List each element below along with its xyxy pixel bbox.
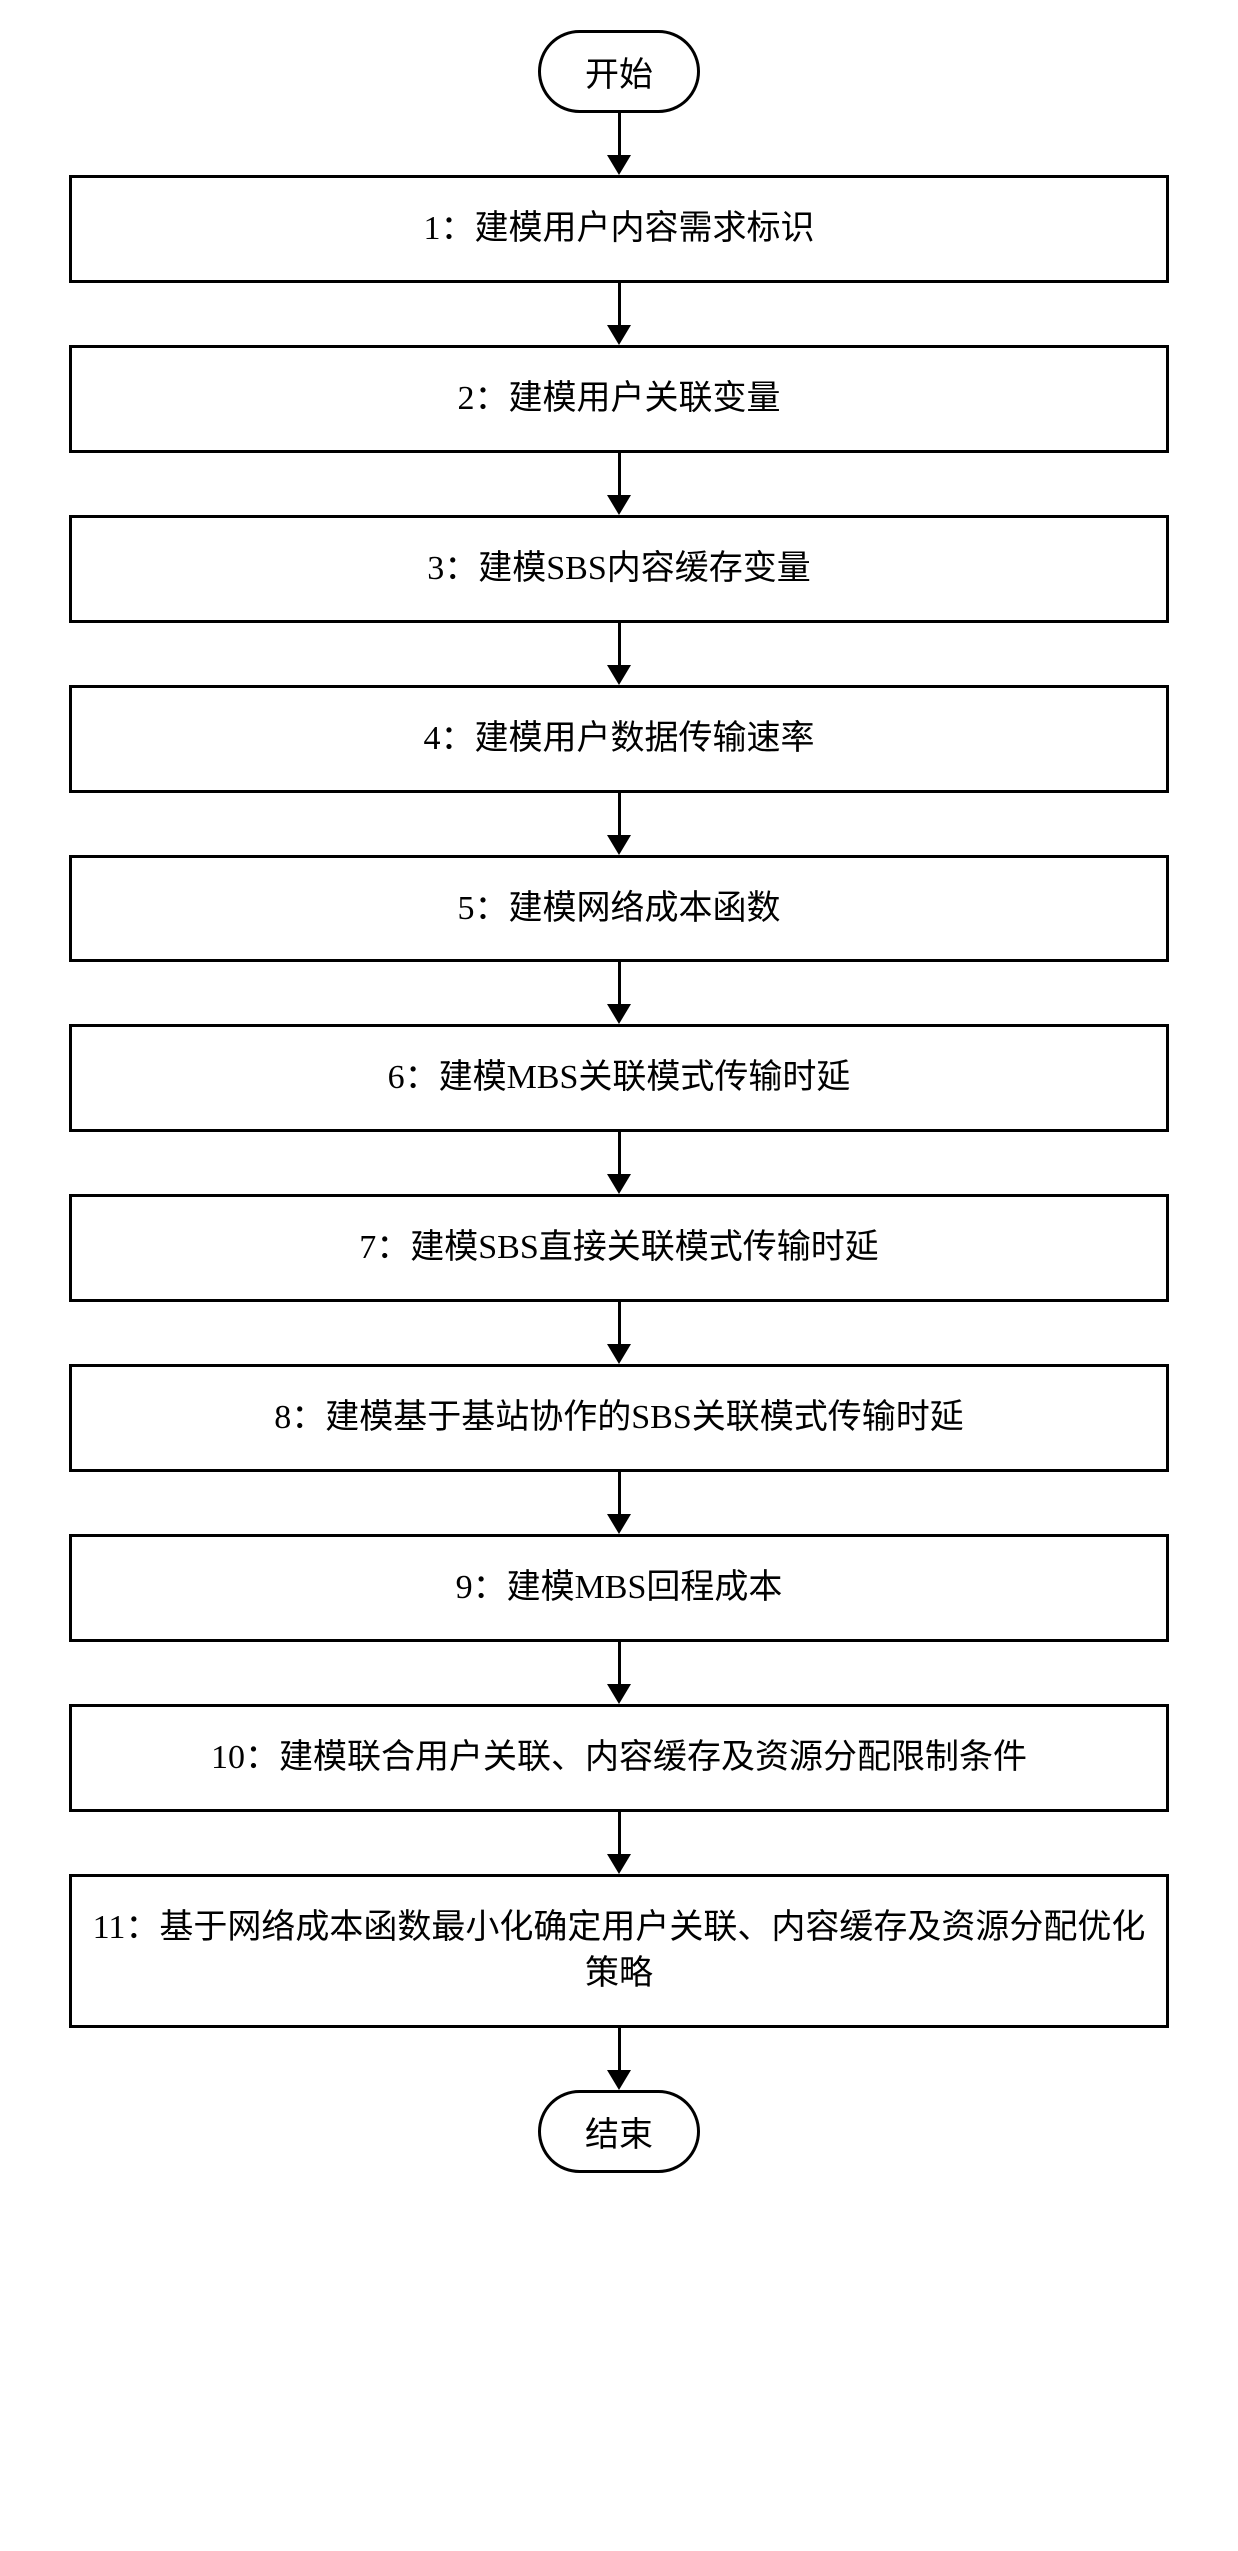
arrow-line [618,1302,621,1344]
arrow-line [618,1812,621,1854]
process-step: 4：建模用户数据传输速率 [69,685,1169,793]
arrow-line [618,283,621,325]
arrow-line [618,793,621,835]
arrow [607,1302,631,1364]
arrow [607,453,631,515]
process-step: 7：建模SBS直接关联模式传输时延 [69,1194,1169,1302]
process-step: 1：建模用户内容需求标识 [69,175,1169,283]
process-step: 5：建模网络成本函数 [69,855,1169,963]
process-step: 8：建模基于基站协作的SBS关联模式传输时延 [69,1364,1169,1472]
arrow [607,113,631,175]
arrow-line [618,453,621,495]
arrow-head-icon [607,1004,631,1024]
arrow-line [618,623,621,665]
arrow-head-icon [607,2070,631,2090]
arrow-line [618,2028,621,2070]
arrow-line [618,1642,621,1684]
arrow [607,793,631,855]
arrow-head-icon [607,835,631,855]
arrow-head-icon [607,1854,631,1874]
arrow [607,283,631,345]
arrow-line [618,962,621,1004]
arrow-line [618,1472,621,1514]
arrow-head-icon [607,665,631,685]
arrow-head-icon [607,1514,631,1534]
flowchart-container: 开始 1：建模用户内容需求标识 2：建模用户关联变量 3：建模SBS内容缓存变量… [69,30,1169,2173]
process-step: 3：建模SBS内容缓存变量 [69,515,1169,623]
arrow-head-icon [607,495,631,515]
process-step: 2：建模用户关联变量 [69,345,1169,453]
arrow [607,1132,631,1194]
start-terminal: 开始 [538,30,700,113]
arrow [607,1812,631,1874]
arrow-head-icon [607,1684,631,1704]
arrow-head-icon [607,325,631,345]
arrow [607,623,631,685]
arrow-head-icon [607,155,631,175]
arrow-head-icon [607,1174,631,1194]
process-step: 11：基于网络成本函数最小化确定用户关联、内容缓存及资源分配优化策略 [69,1874,1169,2028]
arrow-line [618,1132,621,1174]
end-terminal: 结束 [538,2090,700,2173]
arrow [607,962,631,1024]
arrow-head-icon [607,1344,631,1364]
arrow-line [618,113,621,155]
arrow [607,1472,631,1534]
process-step: 10：建模联合用户关联、内容缓存及资源分配限制条件 [69,1704,1169,1812]
arrow [607,1642,631,1704]
arrow [607,2028,631,2090]
process-step: 6：建模MBS关联模式传输时延 [69,1024,1169,1132]
process-step: 9：建模MBS回程成本 [69,1534,1169,1642]
